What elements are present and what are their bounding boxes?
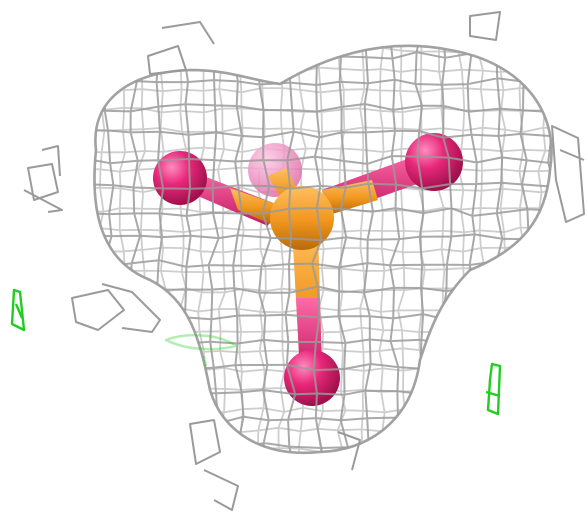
fragment-top: [147, 11, 501, 75]
meshFront-outline: [93, 44, 553, 455]
mesh-fragments: [23, 11, 585, 511]
terminal-atom-right: [405, 133, 463, 191]
diff-density-right: [485, 362, 502, 416]
difference-density-mesh: [10, 288, 502, 416]
terminal-atom-left: [153, 151, 207, 205]
diff-density-faint: [164, 334, 238, 367]
terminal-atom-bottom: [284, 350, 340, 406]
bond-right-inner: [322, 180, 378, 214]
fragment-left-lower: [71, 283, 161, 333]
electron-density-mesh-front: [93, 44, 553, 455]
fragment-bottom: [189, 419, 361, 511]
fragment-left: [23, 145, 63, 213]
bond-left-inner: [230, 188, 276, 224]
fragment-right: [551, 125, 585, 223]
diff-density-left: [10, 288, 26, 332]
